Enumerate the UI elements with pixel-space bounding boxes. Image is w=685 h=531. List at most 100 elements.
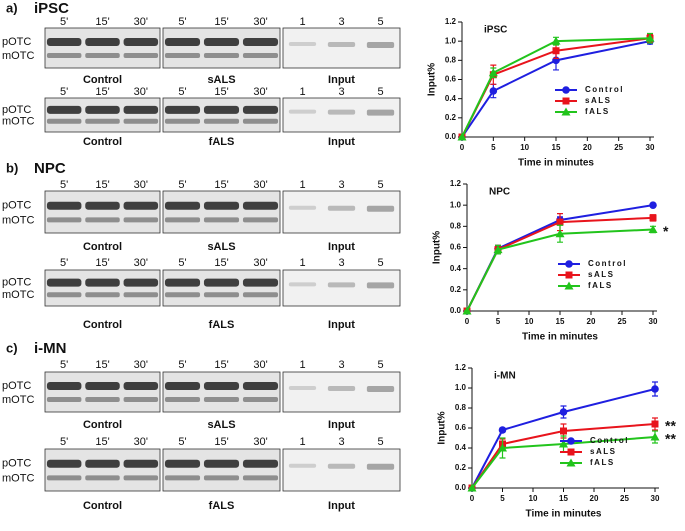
time-label: 5' <box>60 179 68 191</box>
y-tick-label: 0.2 <box>455 463 467 472</box>
y-tick-label: 1.2 <box>450 179 462 188</box>
panel-title: iPSC <box>34 0 69 17</box>
legend-marker <box>564 281 574 290</box>
band <box>366 386 395 392</box>
chart-title: NPC <box>489 187 510 198</box>
y-tick-label: 1.0 <box>455 383 467 392</box>
band-label: pOTC <box>2 458 31 470</box>
blot <box>162 448 281 492</box>
band <box>366 205 395 212</box>
series-line <box>466 228 654 312</box>
panel-title: NPC <box>34 160 66 177</box>
time-label: 5' <box>60 16 68 28</box>
legend-marker <box>566 458 576 467</box>
data-point <box>649 214 657 222</box>
data-point <box>551 36 561 45</box>
blot <box>44 27 161 69</box>
y-tick-label: 0.0 <box>450 306 462 315</box>
x-tick-label: 30 <box>651 494 660 503</box>
band <box>85 201 120 210</box>
band <box>123 201 159 210</box>
legend-label: Control <box>588 259 627 268</box>
time-label: 30' <box>253 86 267 98</box>
data-point <box>651 385 659 393</box>
band <box>46 475 82 481</box>
legend-marker <box>562 97 570 105</box>
band <box>366 463 395 470</box>
group-label: sALS <box>207 419 235 431</box>
time-label: 30' <box>134 436 148 448</box>
data-point <box>650 432 660 441</box>
band <box>164 397 201 402</box>
legend-label: fALS <box>590 458 615 467</box>
band-label: pOTC <box>2 104 31 116</box>
band <box>327 109 356 115</box>
y-tick-label: 0.6 <box>455 423 467 432</box>
panel-label: b) <box>6 160 18 175</box>
band <box>123 292 159 298</box>
x-axis-label: Time in minutes <box>522 332 598 343</box>
group-label: Input <box>328 500 355 512</box>
band <box>85 118 120 124</box>
band-label: pOTC <box>2 277 31 289</box>
legend-marker <box>565 260 573 268</box>
band <box>123 105 159 114</box>
annotation: ** <box>665 418 676 434</box>
band <box>85 382 120 390</box>
lane-label: 3 <box>338 436 344 448</box>
band <box>203 105 240 114</box>
y-tick-label: 0.6 <box>450 243 462 252</box>
band <box>46 292 82 298</box>
series-line <box>471 388 656 489</box>
band <box>46 382 82 390</box>
x-axis-label: Time in minutes <box>518 158 594 169</box>
band <box>164 382 201 390</box>
time-label: 5' <box>178 436 186 448</box>
time-label: 15' <box>214 86 228 98</box>
band <box>242 201 279 210</box>
y-tick-label: 0.0 <box>455 483 467 492</box>
time-label: 30' <box>134 359 148 371</box>
lane-label: 1 <box>299 359 305 371</box>
band <box>123 475 159 481</box>
data-point <box>559 439 568 448</box>
blot <box>162 27 281 69</box>
y-axis-label: Input% <box>437 411 448 444</box>
lane-label: 5 <box>377 179 383 191</box>
band <box>203 292 240 298</box>
data-point <box>651 420 659 428</box>
band <box>85 397 120 402</box>
data-point <box>498 443 507 452</box>
x-axis-label: Time in minutes <box>526 509 602 520</box>
series-line <box>461 37 651 138</box>
band <box>288 386 317 390</box>
x-tick-label: 10 <box>525 317 534 326</box>
time-label: 15' <box>214 16 228 28</box>
time-label: 5' <box>178 16 186 28</box>
band <box>288 463 317 468</box>
band <box>242 459 279 468</box>
blot <box>162 97 281 133</box>
y-tick-label: 1.0 <box>450 200 462 209</box>
group-label: sALS <box>207 74 235 86</box>
group-label: Input <box>328 419 355 431</box>
lane-label: 3 <box>338 257 344 269</box>
band <box>366 42 395 48</box>
data-point <box>462 306 472 315</box>
band <box>46 459 82 468</box>
legend-label: Control <box>585 85 624 94</box>
blot <box>282 190 401 234</box>
band <box>164 217 201 223</box>
y-axis-label: Input% <box>432 231 443 264</box>
series-line <box>461 40 651 138</box>
legend-marker <box>561 107 571 116</box>
panel-label: c) <box>6 340 18 355</box>
y-tick-label: 0.8 <box>455 403 467 412</box>
time-label: 30' <box>253 16 267 28</box>
time-label: 5' <box>178 179 186 191</box>
y-tick-label: 0.4 <box>450 264 462 273</box>
x-tick-label: 15 <box>556 317 565 326</box>
blot <box>162 371 281 413</box>
group-label: Control <box>83 319 122 331</box>
